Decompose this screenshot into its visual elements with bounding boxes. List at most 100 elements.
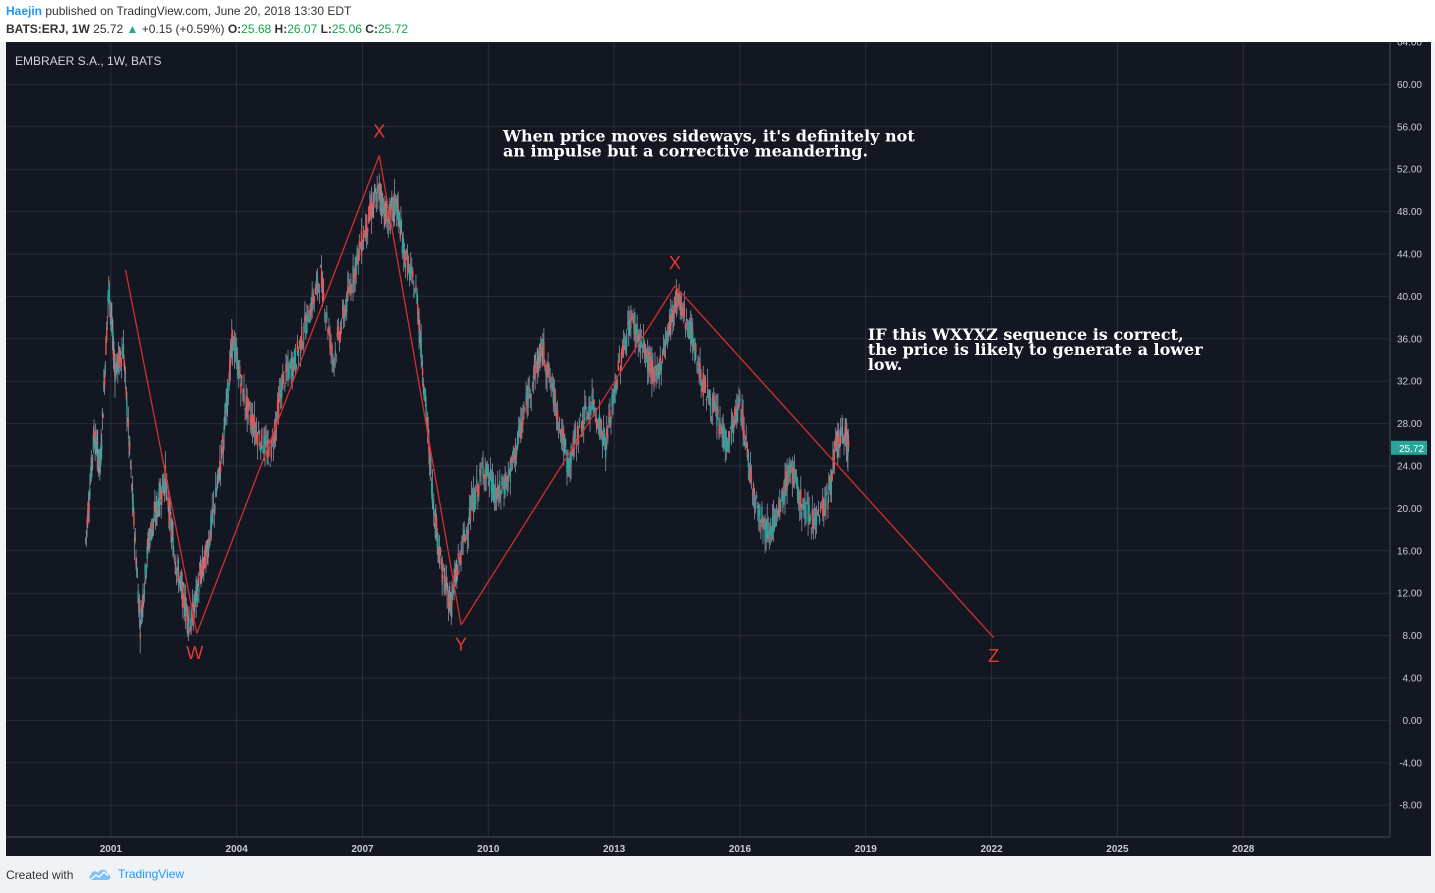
price-candle [184, 597, 187, 617]
price-candle [318, 290, 321, 292]
price-candle [639, 337, 642, 354]
price-candle [827, 501, 829, 510]
wave-segment[interactable] [460, 285, 676, 626]
wave-label[interactable]: W [186, 643, 203, 663]
tradingview-brand[interactable]: TradingView [88, 867, 184, 881]
price-candle [429, 453, 431, 474]
price-candle [587, 413, 589, 420]
price-candle [198, 587, 200, 592]
annotation-text[interactable]: IF this WXYXZ sequence is correct, the pr… [868, 325, 1203, 374]
price-candle [390, 202, 392, 209]
price-candle [488, 480, 491, 485]
price-candle [233, 342, 236, 358]
price-candle [343, 312, 346, 322]
price-candle [408, 267, 411, 280]
chart[interactable]: 64.00 60.00 56.00 52.00 48.00 44.00 40.00 36.00… [0, 42, 1435, 858]
annotation-line: an impulse but a corrective meandering. [503, 142, 868, 161]
price-candle [628, 319, 630, 336]
price-candle [235, 352, 238, 354]
price-candle [346, 292, 348, 312]
annotation-line: low. [868, 355, 902, 374]
price-candle [315, 280, 318, 285]
price-candle [771, 517, 774, 531]
price-candle [358, 241, 361, 249]
y-tick-label: 8.00 [1403, 631, 1423, 642]
wave-segment[interactable] [378, 155, 462, 626]
price-candle [758, 510, 760, 516]
price-candle [520, 422, 522, 440]
price-candle [645, 351, 648, 358]
price-candle [248, 402, 250, 407]
price-candle [459, 552, 461, 561]
price-candle [612, 393, 614, 404]
price-candle [667, 327, 670, 334]
wave-segment[interactable] [196, 155, 380, 634]
price-candle [263, 435, 265, 453]
wave-label[interactable]: X [373, 121, 385, 141]
price-candle [564, 439, 566, 446]
price-candle [534, 357, 536, 379]
price-candle [616, 379, 618, 388]
price-candle [316, 274, 319, 290]
price-candle [735, 408, 737, 424]
price-candle [108, 280, 110, 283]
x-axis-ticks: 2001 2004 2007 2010 2013 2016 2019 2022 2025 2028 [100, 844, 1255, 855]
price-candle [495, 502, 498, 503]
price-candle [611, 395, 613, 407]
annotation-text[interactable]: When price moves sideways, it's definite… [502, 127, 915, 161]
price-candle [167, 496, 169, 507]
price-candle [106, 316, 109, 319]
price-candle [143, 588, 146, 594]
price-candle [821, 503, 823, 505]
author-link[interactable]: Haejin [6, 4, 43, 18]
price-candle [586, 416, 588, 420]
price-candle [460, 556, 462, 565]
price-candle [446, 589, 448, 595]
price-candle [733, 408, 736, 416]
price-candle [212, 505, 215, 507]
wave-segment[interactable] [674, 285, 995, 639]
price-candle [464, 534, 466, 542]
price-candle [437, 534, 439, 549]
price-candle [373, 192, 376, 194]
price-candle [306, 314, 308, 332]
price-candle [756, 496, 758, 498]
price-candle [273, 426, 276, 444]
price-candle [760, 526, 762, 528]
price-candle [307, 305, 309, 309]
price-candle [651, 360, 653, 382]
price-candle [350, 283, 352, 296]
price-candle [175, 565, 177, 572]
price-candle [596, 421, 599, 429]
price-candle [580, 421, 583, 432]
price-candle [111, 316, 113, 330]
price-candle [550, 384, 552, 387]
price-candle [714, 405, 716, 409]
price-candle [126, 401, 128, 417]
price-candle [838, 445, 840, 448]
wave-segment[interactable] [124, 269, 198, 634]
wave-label[interactable]: Z [988, 646, 999, 666]
wave-label[interactable]: X [669, 253, 681, 273]
price-candle [247, 398, 249, 412]
price-candle [643, 343, 646, 359]
price-candle [548, 364, 550, 372]
price-candle [823, 505, 825, 518]
price-candle [246, 395, 248, 418]
price-candle [272, 444, 275, 447]
annotations: When price moves sideways, it's definite… [502, 127, 1203, 374]
price-candle [805, 511, 807, 523]
price-candle [466, 537, 469, 539]
price-candle [843, 445, 845, 447]
price-candle [837, 436, 840, 446]
up-arrow-icon: ▲ [126, 22, 139, 36]
price-candle [776, 510, 779, 518]
wave-label[interactable]: Y [455, 634, 467, 654]
x-tick-label: 2016 [729, 844, 752, 855]
price-candle [359, 248, 362, 249]
price-candle [468, 507, 471, 524]
price-candle [98, 449, 101, 467]
price-candle [602, 428, 605, 432]
price-candle [684, 322, 687, 329]
price-candle [188, 618, 190, 620]
